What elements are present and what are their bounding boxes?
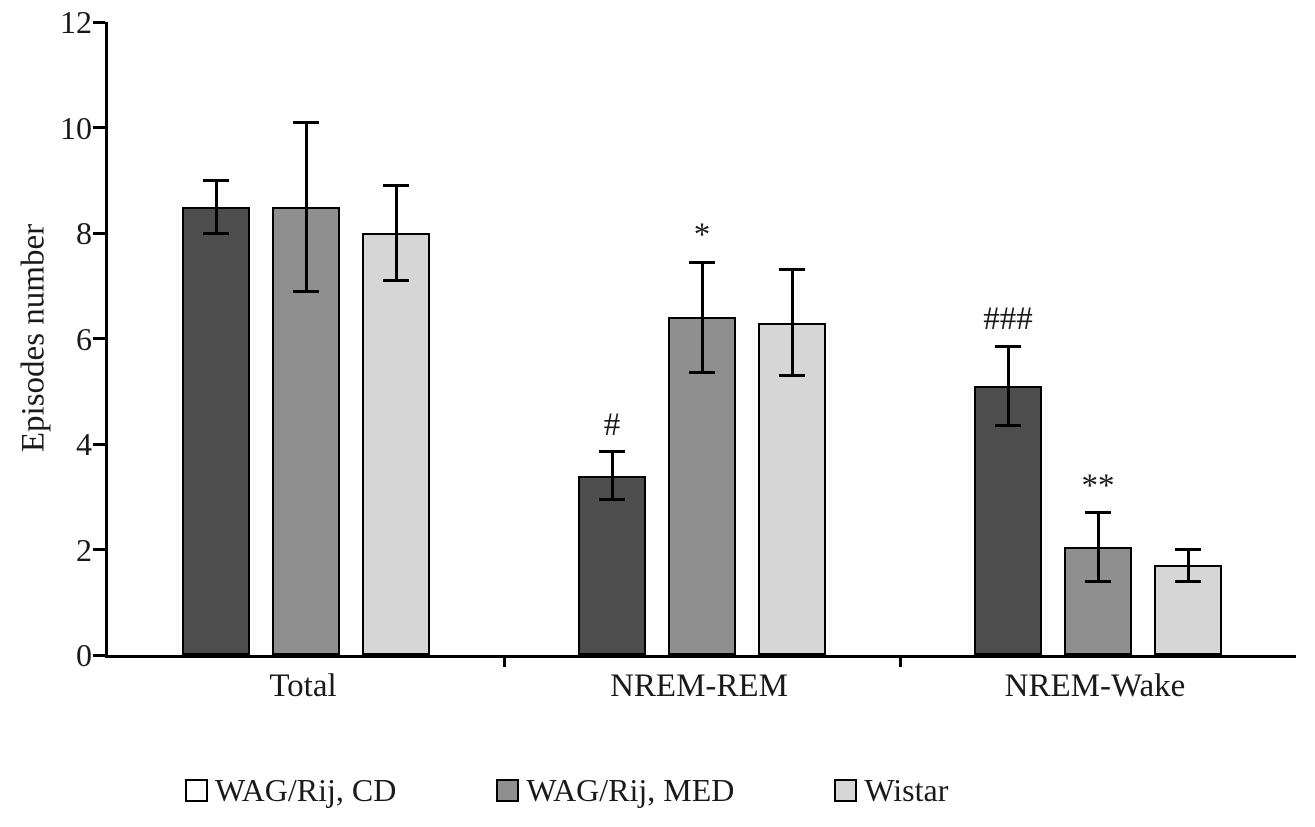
- legend-entry-wag-rij-cd: WAG/Rij, CD: [185, 772, 396, 809]
- x-axis-category-labels: Total NREM-REM NREM-Wake: [105, 668, 1293, 705]
- y-axis-tick: [93, 231, 105, 235]
- legend-label-wag-rij-med: WAG/Rij, MED: [526, 772, 735, 808]
- error-bar-cap: [779, 373, 805, 377]
- bar-wag-rij-med-nrem-wake: [1064, 546, 1132, 655]
- error-bar-line: [1006, 346, 1010, 426]
- error-bar-cap: [599, 497, 625, 501]
- bar-wistar-total: [362, 233, 430, 655]
- y-axis-tick-label: 10: [60, 109, 92, 146]
- error-bar-cap: [1085, 579, 1111, 583]
- y-axis-tick-label: 4: [76, 426, 92, 462]
- error-bar-cap: [203, 231, 229, 235]
- legend-label-wistar: Wistar: [864, 772, 949, 808]
- error-bar-cap: [1175, 548, 1201, 551]
- y-axis-tick-label: 8: [76, 215, 92, 251]
- bar-wag-rij-cd-total: [182, 206, 250, 655]
- significance-annotation: *: [693, 217, 711, 254]
- error-bar-line: [610, 451, 614, 500]
- error-bar-cap: [203, 178, 229, 182]
- legend-swatch-wistar: [834, 779, 858, 802]
- bar-wag-rij-cd-nrem-rem: [578, 475, 646, 655]
- error-bar-cap: [995, 424, 1021, 428]
- error-bar-cap: [1085, 511, 1111, 515]
- y-axis-tick: [93, 653, 105, 657]
- x-axis-tick: [502, 655, 506, 667]
- x-axis-tick: [898, 655, 902, 667]
- bar-wistar-nrem-rem: [758, 322, 826, 655]
- plot-area: 0 2 4 6 8 10 12 # * ### **: [60, 4, 1296, 673]
- error-bar-line: [394, 185, 398, 281]
- error-bar-line: [1096, 512, 1100, 582]
- x-category-label-nrem-rem: NREM-REM: [610, 668, 788, 704]
- error-bar-cap: [383, 184, 409, 188]
- error-bar-cap: [779, 268, 805, 272]
- legend-entry-wag-rij-med: WAG/Rij, MED: [496, 772, 734, 809]
- y-axis-tick: [93, 337, 105, 340]
- legend-swatch-wag-rij-med: [496, 779, 520, 802]
- y-axis-tick: [93, 442, 105, 446]
- error-bar-line: [700, 262, 704, 373]
- y-axis-tick-label: 2: [76, 531, 92, 568]
- error-bar-cap: [293, 289, 319, 293]
- legend-swatch-wag-rij-cd: [185, 779, 208, 802]
- y-axis-tick: [93, 548, 105, 551]
- error-bar-cap: [599, 450, 625, 454]
- error-bar-cap: [293, 120, 319, 124]
- error-bar-cap: [689, 260, 715, 264]
- error-bar-cap: [995, 344, 1021, 348]
- error-bar-cap: [383, 278, 409, 282]
- significance-annotation: **: [1081, 467, 1115, 504]
- error-bar-cap: [689, 371, 715, 375]
- legend: WAG/Rij, CD WAG/Rij, MED Wistar: [185, 772, 948, 809]
- bar-wag-rij-cd-nrem-wake: [974, 385, 1042, 655]
- significance-annotation: ###: [983, 301, 1033, 338]
- y-axis-tick: [93, 126, 105, 129]
- legend-label-wag-rij-cd: WAG/Rij, CD: [215, 772, 397, 808]
- y-axis-tick-label: 12: [60, 4, 92, 40]
- error-bar-line: [1186, 549, 1190, 582]
- significance-annotation: #: [603, 406, 621, 443]
- y-axis-tick-label: 0: [76, 637, 92, 673]
- x-category-label-nrem-wake: NREM-Wake: [1004, 668, 1186, 704]
- error-bar-cap: [1175, 579, 1201, 583]
- y-axis-tick: [93, 20, 105, 24]
- error-bar-line: [304, 122, 308, 292]
- x-category-label-total: Total: [269, 668, 337, 704]
- legend-entry-wistar: Wistar: [834, 772, 948, 809]
- y-axis-tick-label: 6: [76, 320, 92, 357]
- error-bar-line: [790, 269, 794, 376]
- error-bar-line: [214, 180, 218, 233]
